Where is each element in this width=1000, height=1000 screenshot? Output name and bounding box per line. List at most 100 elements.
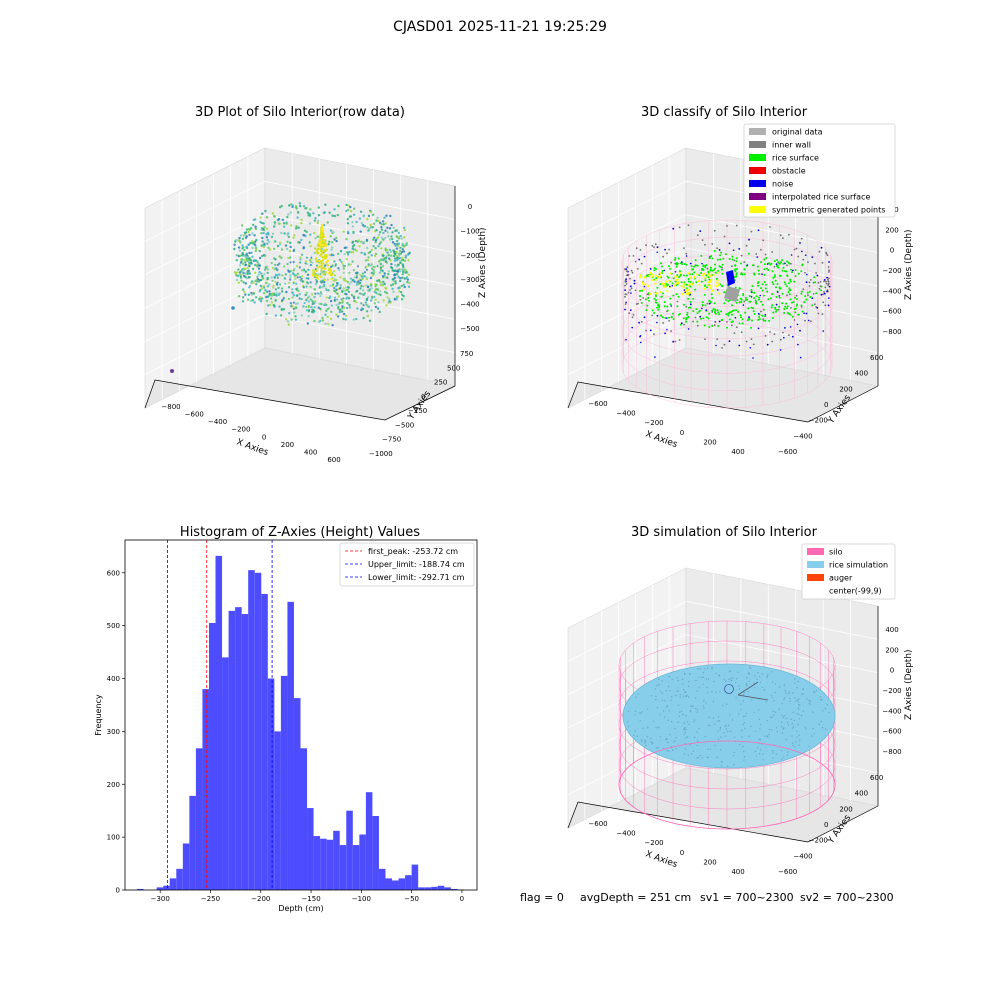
y-tick-label: −200: [809, 837, 828, 845]
cloud-point: [371, 267, 374, 270]
grid-line: [144, 314, 456, 376]
inner-wall-point: [704, 338, 706, 340]
rice-mesh-point: [726, 703, 728, 705]
rice-surface-point: [669, 267, 671, 270]
symmetric-point: [711, 289, 714, 292]
symmetric-point: [703, 287, 706, 290]
rice-mesh-point: [770, 694, 772, 696]
cloud-point: [278, 243, 282, 246]
histogram-bar: [385, 878, 393, 890]
cloud-point: [347, 208, 350, 212]
cloud-point: [406, 280, 409, 284]
inner-wall-point: [777, 308, 780, 311]
cloud-point: [360, 275, 363, 278]
inner-wall-point: [706, 267, 709, 270]
rice-surface-point: [740, 316, 742, 319]
cloud-point: [299, 258, 302, 261]
cloud-point: [401, 244, 404, 247]
inner-wall-point: [704, 243, 706, 246]
rice-surface-point: [662, 292, 664, 295]
y-tick-label: −250: [408, 407, 427, 415]
histogram-bar: [418, 887, 425, 890]
inner-wall-point: [786, 294, 788, 297]
rice-surface-point: [735, 273, 738, 276]
rice-surface-point: [761, 314, 764, 317]
rice-surface-point: [696, 264, 699, 267]
rice-mesh-point: [650, 741, 652, 743]
cloud-point: [299, 256, 302, 259]
rice-mesh-point: [706, 686, 708, 689]
rice-mesh-point: [723, 678, 725, 681]
rice-surface-point: [734, 286, 737, 289]
cloud-point: [309, 245, 312, 248]
rice-mesh-point: [698, 676, 700, 678]
rice-mesh-point: [802, 710, 805, 712]
inner-wall-point: [791, 269, 794, 272]
inner-wall-point: [800, 306, 803, 308]
cloud-point: [307, 315, 310, 318]
legend-label: original data: [772, 128, 823, 137]
cloud-point: [278, 305, 281, 308]
inner-wall-point: [823, 280, 825, 283]
rice-mesh-point: [743, 756, 746, 758]
rice-surface-point: [682, 303, 685, 306]
x-tick-label: −300: [151, 895, 170, 903]
cloud-point: [390, 254, 393, 257]
panel-classify-3d: 3D classify of Silo Interior −600−400−20…: [567, 105, 914, 456]
rice-surface-point: [720, 319, 723, 322]
noise-point: [750, 296, 753, 298]
inner-wall-point: [649, 268, 652, 270]
cloud-point: [264, 266, 267, 269]
rice-surface-point: [714, 310, 717, 313]
rice-mesh-point: [715, 672, 717, 675]
inner-wall-point: [805, 312, 808, 315]
cloud-point: [320, 275, 323, 279]
inner-wall-point: [808, 281, 811, 284]
cloud-point: [249, 259, 253, 262]
inner-wall-point: [728, 242, 731, 245]
cloud-point: [300, 253, 304, 256]
rice-surface-point: [653, 312, 656, 314]
rice-surface-point: [731, 313, 733, 316]
silo-ring: [621, 306, 833, 391]
cloud-point: [289, 278, 292, 281]
cloud-point: [247, 261, 251, 264]
rice-mesh-point: [688, 681, 690, 683]
rice-mesh-point: [742, 723, 744, 726]
cloud-point: [262, 228, 266, 232]
cloud-point: [393, 273, 396, 277]
rice-surface-point: [753, 272, 756, 275]
rice-mesh-point: [730, 670, 732, 672]
cloud-point: [293, 311, 296, 314]
noise-point: [776, 291, 779, 293]
histogram-bar: [293, 698, 301, 890]
cloud-point: [306, 322, 309, 325]
cloud-point: [322, 224, 326, 227]
symmetric-point: [651, 273, 654, 276]
rice-mesh-point: [701, 676, 703, 679]
cloud-point: [379, 293, 382, 296]
rice-mesh-point: [729, 730, 732, 733]
cloud-point: [301, 280, 304, 283]
noise-point: [822, 330, 825, 332]
cloud-point: [326, 221, 329, 224]
cloud-point: [247, 228, 250, 231]
noise-point: [701, 307, 703, 310]
rice-mesh-point: [682, 713, 684, 716]
cloud-point: [239, 234, 243, 237]
cloud-point: [383, 216, 386, 219]
cloud-point: [389, 266, 393, 269]
cloud-point: [311, 308, 314, 311]
cloud-point: [359, 230, 362, 233]
inner-wall-point: [828, 271, 830, 273]
inner-wall-point: [807, 294, 809, 297]
cloud-point: [320, 302, 323, 305]
x-tick-label: 0: [680, 429, 684, 437]
cloud-point: [400, 237, 403, 240]
rice-mesh-point: [669, 690, 671, 692]
cloud-point: [385, 304, 388, 307]
cloud-point: [264, 254, 267, 257]
rice-surface-point: [677, 295, 680, 298]
rice-mesh-point: [701, 757, 703, 759]
histogram-bar: [431, 886, 438, 890]
